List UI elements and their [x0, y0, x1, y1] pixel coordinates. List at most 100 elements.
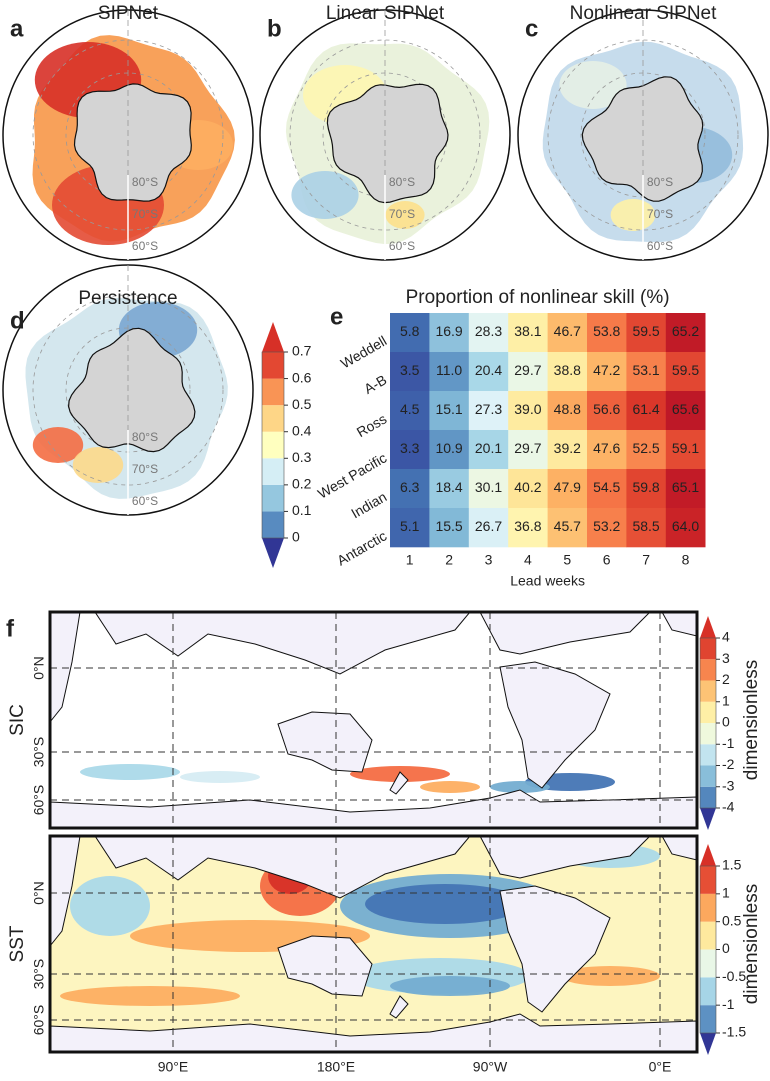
- lat-circle: [32, 294, 224, 486]
- map-name: SIC: [7, 704, 28, 736]
- colorbar-tick-label: 4: [722, 629, 730, 645]
- cell-label: 20.1: [475, 440, 502, 456]
- heatmap-cell: [626, 508, 667, 548]
- cell-label: 29.7: [514, 362, 541, 378]
- anomaly-patch: [560, 966, 660, 986]
- cell-label: 65.6: [672, 401, 699, 417]
- cell-label: 65.2: [672, 323, 699, 339]
- skill-patch: [385, 201, 425, 229]
- heatmap-cell: [587, 391, 627, 431]
- heatmap-cell: [665, 313, 706, 353]
- colorbar-bin: [262, 431, 284, 459]
- cell-label: 6.3: [400, 479, 420, 495]
- colorbar-bin: [262, 405, 284, 432]
- heatmap-cell: [665, 508, 706, 548]
- cell-label: 5.8: [400, 323, 420, 339]
- heatmap-cell: [508, 508, 548, 548]
- cell-label: 26.7: [475, 518, 502, 534]
- heatmap-cell: [626, 313, 667, 353]
- anomaly-patch: [490, 781, 550, 793]
- lat-label: 60°S: [31, 1005, 47, 1036]
- world-map: [48, 834, 699, 1054]
- lat-label: 30°S: [31, 959, 47, 990]
- heatmap-cell: [626, 469, 667, 509]
- cell-label: 59.8: [632, 479, 659, 495]
- lat-label: 80°S: [647, 175, 673, 189]
- heatmap-cell: [626, 352, 667, 392]
- anomaly-patch: [420, 781, 480, 793]
- lat-label: 30°S: [31, 737, 47, 768]
- map-frame: [48, 834, 699, 1054]
- heatmap-cell: [665, 391, 706, 431]
- colorbar-bin: [700, 866, 716, 894]
- cell-label: 61.4: [632, 401, 659, 417]
- colorbar-bin: [700, 765, 716, 787]
- cell-label: 4.5: [400, 401, 420, 417]
- row-label: Ross: [354, 410, 390, 440]
- skill-patch: [610, 199, 656, 231]
- heatmap-cell: [468, 469, 509, 509]
- x-tick-label: 7: [642, 552, 650, 568]
- colorbar-label: dimensionless: [741, 884, 762, 1004]
- cell-label: 58.5: [632, 518, 659, 534]
- colorbar-extend-top: [700, 844, 716, 866]
- cell-label: 64.0: [672, 518, 699, 534]
- cell-label: 38.8: [554, 362, 581, 378]
- map-body: [50, 612, 697, 828]
- cell-label: 46.7: [554, 323, 581, 339]
- colorbar-tick-label: 0: [292, 529, 300, 545]
- cell-label: 65.1: [672, 479, 699, 495]
- cell-label: 54.5: [593, 479, 620, 495]
- lat-label: 60°S: [132, 494, 158, 508]
- heatmap-cell: [429, 469, 470, 509]
- lat-label: 70°S: [132, 207, 158, 221]
- lat-label: 80°S: [132, 430, 158, 444]
- colorbar-bin: [262, 378, 284, 406]
- colorbar-tick-label: 1.5: [722, 857, 742, 873]
- lat-label: 70°S: [389, 207, 415, 221]
- lat-label: 80°S: [132, 175, 158, 189]
- cell-label: 29.7: [514, 440, 541, 456]
- colorbar-bin: [700, 701, 716, 723]
- anomaly-patch: [80, 764, 180, 780]
- colorbar-extend-top: [262, 322, 284, 352]
- map-body: [50, 836, 697, 1052]
- chart-title: Proportion of nonlinear skill (%): [406, 287, 670, 308]
- colorbar-extend-bottom: [700, 808, 716, 830]
- cell-label: 20.4: [475, 362, 502, 378]
- lon-label: 180°E: [317, 1059, 355, 1075]
- heatmap-cell: [587, 508, 627, 548]
- cell-label: 30.1: [475, 479, 502, 495]
- colorbar-extend-bottom: [262, 538, 284, 568]
- heatmap-cell: [468, 313, 509, 353]
- panel-label: d: [10, 307, 25, 334]
- heatmap-cell: [468, 508, 509, 548]
- antarctica: [67, 327, 196, 453]
- skill-patch: [559, 61, 627, 109]
- colorbar-tick-label: 2: [722, 671, 730, 687]
- colorbar-tick-label: 0.6: [292, 369, 312, 385]
- heatmap-cell: [508, 469, 548, 509]
- heatmap-cell: [468, 430, 509, 470]
- cell-label: 39.2: [554, 440, 581, 456]
- panel-title: Nonlinear SIPNet: [570, 3, 718, 24]
- x-tick-label: 3: [485, 552, 493, 568]
- colorbar-tick-label: 0.3: [292, 449, 312, 465]
- heatmap-cell: [390, 508, 430, 548]
- cell-label: 27.3: [475, 401, 502, 417]
- panel-label: e: [330, 303, 343, 330]
- panel-label: c: [525, 15, 538, 42]
- x-tick-label: 6: [603, 552, 611, 568]
- heatmap-cell: [468, 391, 509, 431]
- colorbar-frame: [261, 351, 285, 539]
- x-tick-label: 5: [563, 552, 571, 568]
- heatmap-cell: [429, 313, 470, 353]
- heatmap-cell: [547, 430, 588, 470]
- heatmap-cell: [429, 508, 470, 548]
- cell-label: 53.2: [593, 518, 620, 534]
- colorbar-bin: [262, 458, 284, 485]
- heatmap-cell: [390, 469, 430, 509]
- skill-patch: [72, 447, 124, 483]
- heatmap-cell: [587, 352, 627, 392]
- colorbar-label: dimensionless: [741, 660, 762, 780]
